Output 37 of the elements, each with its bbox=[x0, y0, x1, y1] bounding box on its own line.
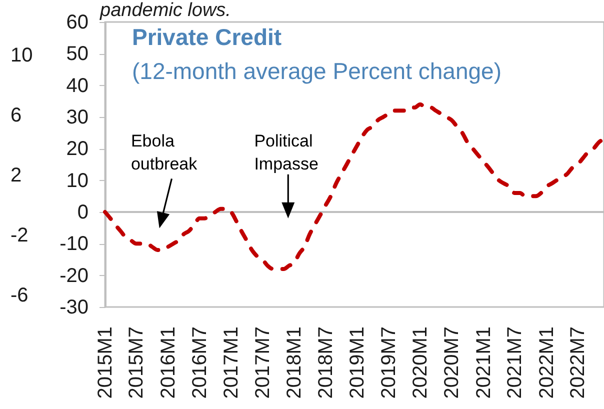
x-tick-label: 2016M7 bbox=[188, 326, 211, 399]
x-tick-label: 2022M7 bbox=[567, 326, 590, 399]
text: (12-month average Percent change) bbox=[132, 58, 502, 84]
y-tick-label: -20 bbox=[60, 264, 88, 287]
y2-tick-label: 2 bbox=[10, 164, 22, 186]
chart-title: Private Credit bbox=[132, 24, 282, 50]
y2-tick-label: 10 bbox=[10, 44, 33, 66]
x-tick-label: 2022M1 bbox=[536, 326, 558, 399]
y-tick-label: 0 bbox=[77, 202, 88, 224]
x-tick-label: 2017M7 bbox=[252, 326, 274, 399]
y-tick-label: 60 bbox=[66, 12, 88, 34]
x-tick-label: 2020M1 bbox=[410, 326, 432, 399]
x-tick-label: 2019M1 bbox=[346, 326, 369, 399]
x-tick-label: 2015M1 bbox=[94, 326, 116, 399]
annotation: Ebola outbreak bbox=[130, 131, 198, 174]
y-tick-label: 30 bbox=[66, 106, 88, 128]
x-tick-label: 2020M7 bbox=[441, 326, 464, 399]
x-tick-label: 2018M7 bbox=[314, 326, 337, 399]
y2-tick-label: -2 bbox=[10, 224, 28, 246]
y-tick-label: -30 bbox=[60, 296, 88, 318]
y-tick-label: 40 bbox=[66, 74, 88, 97]
x-tick-label: 2021M1 bbox=[472, 326, 495, 399]
annotation: Political Impasse bbox=[254, 131, 318, 174]
x-tick-label: 2018M1 bbox=[284, 326, 306, 399]
x-tick-label: 2015M7 bbox=[126, 326, 148, 399]
text: pandemic lows. bbox=[99, 0, 231, 21]
y-tick-label: 50 bbox=[66, 43, 88, 66]
x-tick-label: 2019M7 bbox=[378, 326, 400, 399]
x-tick-label: 2016M1 bbox=[158, 326, 180, 399]
y-tick-label: 10 bbox=[66, 170, 88, 192]
x-tick-label: 2017M1 bbox=[220, 326, 243, 399]
y2-tick-label: -6 bbox=[10, 284, 28, 306]
y-tick-label: -10 bbox=[60, 233, 88, 256]
line-series bbox=[103, 102, 604, 271]
x-tick-label: 2021M7 bbox=[504, 326, 526, 399]
y-tick-label: 20 bbox=[66, 138, 88, 160]
y2-tick-label: 6 bbox=[10, 104, 22, 126]
